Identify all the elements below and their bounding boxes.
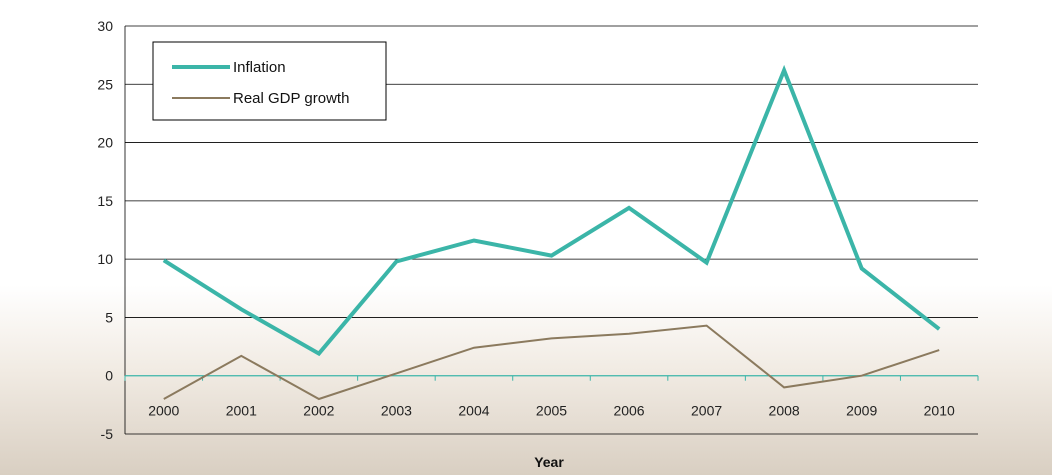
- y-tick-label: 25: [97, 76, 113, 92]
- x-tick-label: 2002: [303, 403, 334, 419]
- x-tick-label: 2001: [226, 403, 257, 419]
- legend: Inflation Real GDP growth: [152, 41, 387, 121]
- legend-label-inflation: Inflation: [233, 59, 286, 76]
- y-tick-label: 15: [97, 193, 113, 209]
- y-tick-label: 0: [105, 368, 113, 384]
- x-tick-label: 2010: [924, 403, 955, 419]
- legend-label-real-gdp-growth: Real GDP growth: [233, 90, 349, 107]
- x-tick-label: 2009: [846, 403, 877, 419]
- x-tick-label: 2004: [458, 403, 489, 419]
- y-tick-label: -5: [101, 426, 114, 442]
- y-tick-label: 30: [97, 18, 113, 34]
- y-tick-label: 20: [97, 135, 113, 151]
- x-axis-title: Year: [534, 454, 564, 470]
- x-tick-label: 2006: [613, 403, 644, 419]
- x-tick-label: 2000: [148, 403, 179, 419]
- y-tick-label: 5: [105, 309, 113, 325]
- x-tick-label: 2008: [769, 403, 800, 419]
- legend-box: [152, 41, 387, 121]
- x-tick-label: 2007: [691, 403, 722, 419]
- x-tick-label: 2005: [536, 403, 567, 419]
- y-tick-label: 10: [97, 251, 113, 267]
- x-tick-label: 2003: [381, 403, 412, 419]
